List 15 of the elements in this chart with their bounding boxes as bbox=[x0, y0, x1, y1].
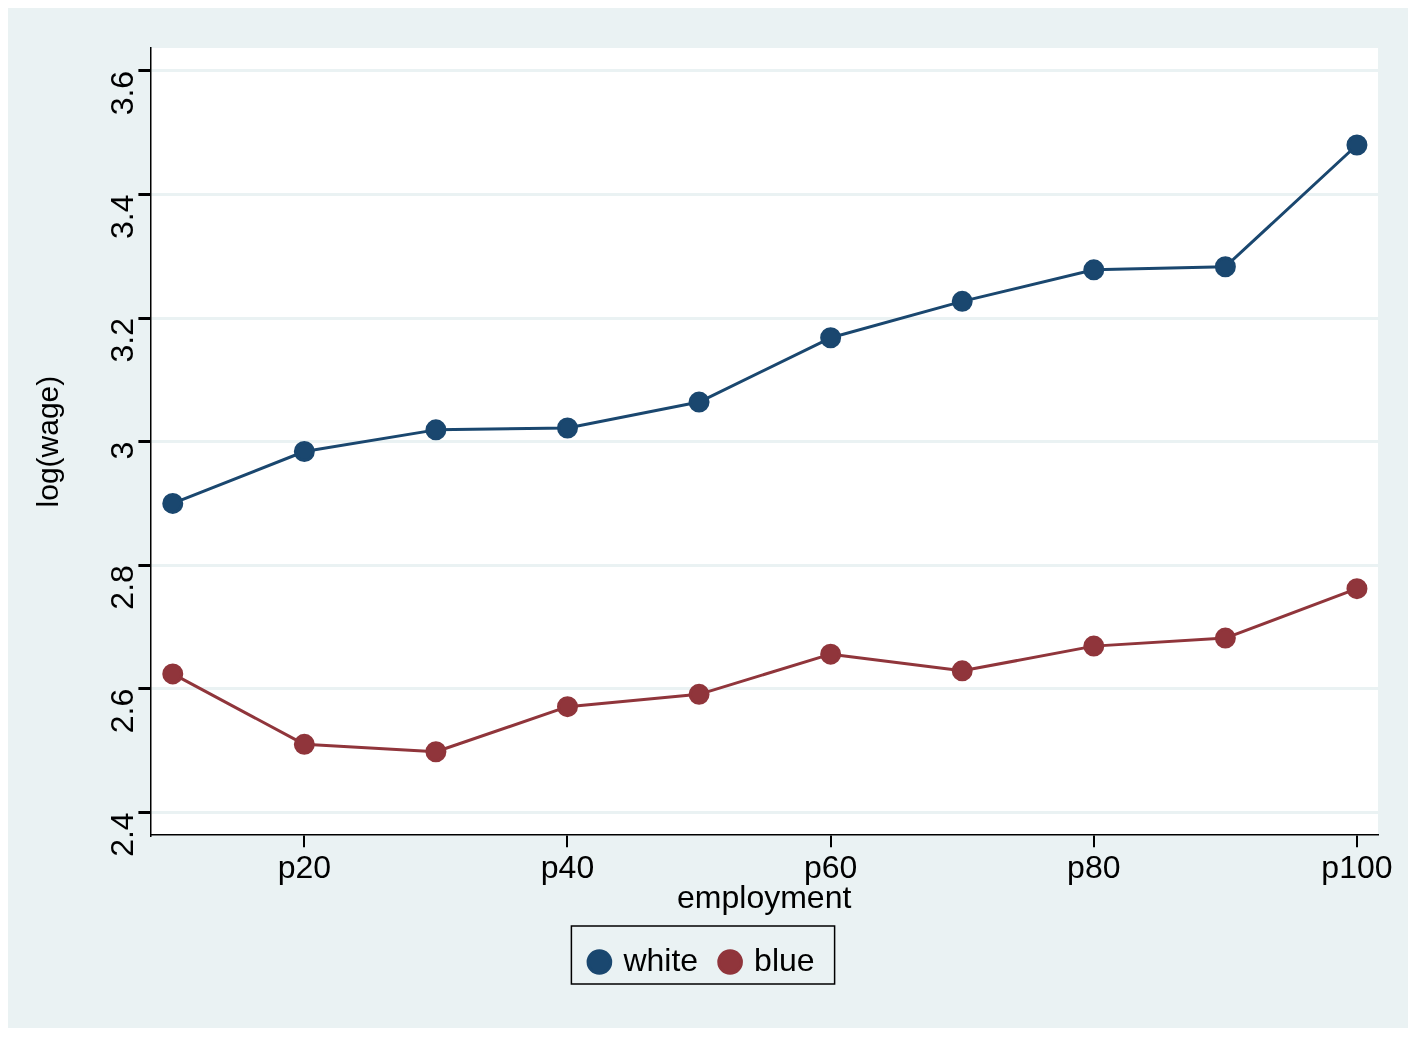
y-tick-label: 3.4 bbox=[104, 194, 141, 239]
legend-label: white bbox=[622, 941, 699, 978]
y-axis-title: log(wage) bbox=[31, 375, 65, 508]
y-tick-label: 3.6 bbox=[104, 70, 141, 116]
x-tick-label: p40 bbox=[540, 849, 595, 886]
x-tick-label: p80 bbox=[1067, 849, 1121, 886]
y-tick-label: 2.8 bbox=[104, 565, 141, 610]
y-tick-label: 3.2 bbox=[104, 318, 141, 363]
legend-label: blue bbox=[754, 941, 815, 978]
y-tick-label: 3 bbox=[104, 441, 141, 460]
y-tick-label: 2.6 bbox=[104, 688, 141, 734]
y-tick-label: 2.4 bbox=[104, 812, 141, 857]
x-tick-label: p60 bbox=[803, 849, 858, 886]
x-tick-label: p20 bbox=[277, 849, 332, 886]
x-tick-label: p100 bbox=[1321, 849, 1393, 886]
